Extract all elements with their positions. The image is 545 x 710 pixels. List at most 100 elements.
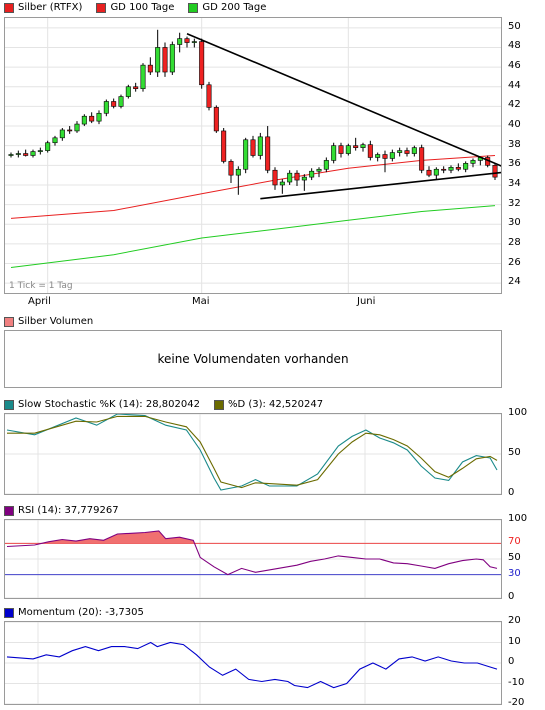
candle [265,126,271,174]
rsi-chart [5,520,501,598]
candle-body [89,115,95,122]
candle [301,174,307,191]
candle [419,144,425,174]
month-label-april: April [28,296,51,307]
series-line [7,415,498,489]
legend-swatch-volume [4,316,14,327]
candle-body [404,150,410,154]
candle [492,163,498,181]
momentum-chart [5,622,501,704]
legend-volume-label: Silber Volumen [18,316,94,327]
candle [30,149,36,158]
candle [191,38,197,48]
candle-body [162,47,168,73]
y-tick-label: 30 [508,567,521,579]
candle [375,152,381,162]
y-tick-label: 48 [508,40,521,52]
rsi-legend: RSI (14): 37,779267 [4,503,133,518]
candle [213,105,219,133]
y-tick-label: 34 [508,177,521,189]
candle-body [272,169,278,186]
candle-body [279,181,285,186]
candle [309,168,315,181]
legend-rsi: RSI (14): 37,779267 [4,505,119,516]
candle-body [235,168,241,176]
candle [228,159,234,183]
legend-rsi-label: RSI (14): 37,779267 [18,505,119,516]
candle [243,137,249,174]
candle-body [294,172,300,181]
y-tick-label: 46 [508,60,521,72]
candle-body [118,96,124,107]
candle [15,150,21,158]
candle-body [15,153,21,155]
candle-body [147,64,153,73]
candle [404,147,410,157]
candle [382,150,388,173]
y-tick-label: 100 [508,513,528,524]
legend-swatch-gd100 [96,2,107,13]
candle-body [338,145,344,154]
candle [345,143,351,156]
y-tick-label: 28 [508,236,521,248]
legend-swatch-momentum [4,607,14,618]
y-tick-label: 32 [508,197,521,209]
candle [463,161,469,173]
candle-body [265,136,271,171]
candle-body [169,44,175,73]
candle [455,163,461,172]
candle [59,128,65,141]
stochastic-chart [5,414,501,494]
candle-body [177,38,183,45]
price-chart-panel: 1 Tick = 1 Tag [4,17,502,294]
candle [257,132,263,160]
candle [184,36,190,48]
y-tick-label: 50 [508,552,521,563]
candle [360,142,366,152]
momentum-legend: Momentum (20): -3,7305 [4,605,158,620]
series-line [6,530,498,576]
candle [331,142,337,164]
legend-swatch-silber [4,2,14,13]
legend-swatch-stoch-d [213,399,224,410]
y-tick-label: 20 [508,615,521,626]
candle-body [426,169,432,176]
candle [125,84,131,99]
candle-body [360,144,366,148]
y-tick-label: 44 [508,79,521,91]
candle [279,179,285,194]
legend-stoch-k: Slow Stochastic %K (14): 28,802042 [4,399,200,410]
candle-body [448,166,454,171]
candle-body [397,150,403,153]
y-tick-label: 36 [508,158,521,170]
candle-body [470,160,476,164]
legend-swatch-gd200 [188,2,199,13]
stochastic-panel [4,413,502,495]
candle [199,38,205,89]
candle [389,149,395,162]
candle-body [243,139,249,170]
legend-stoch-d: %D (3): 42,520247 [213,399,324,410]
trendline [260,171,501,200]
y-tick-label: 0 [508,656,515,667]
candle [81,114,87,127]
candle-body [59,129,65,139]
candle-body [228,161,234,176]
legend-stoch-d-label: %D (3): 42,520247 [227,399,324,410]
candle-body [67,129,73,132]
legend-gd100: GD 100 Tage [96,2,174,13]
candle-body [316,168,322,172]
candle-body [345,145,351,154]
price-chart [5,18,501,293]
candle [52,135,58,146]
candle [45,140,51,153]
candle [250,135,256,158]
candle-body [155,47,161,73]
tick-note: 1 Tick = 1 Tag [9,281,73,291]
legend-momentum: Momentum (20): -3,7305 [4,607,144,618]
y-tick-label: 50 [508,447,521,458]
candle-body [140,64,146,90]
y-tick-label: 40 [508,119,521,131]
candle-body [81,115,87,125]
candle [397,147,403,157]
